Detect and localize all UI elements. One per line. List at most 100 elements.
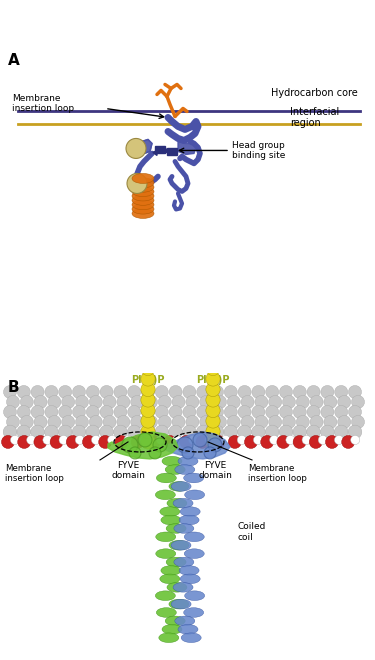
- Circle shape: [144, 395, 158, 409]
- Polygon shape: [138, 139, 152, 153]
- Circle shape: [20, 395, 33, 409]
- Circle shape: [279, 385, 292, 399]
- Circle shape: [59, 385, 72, 399]
- Ellipse shape: [132, 209, 154, 218]
- Polygon shape: [167, 148, 177, 156]
- Circle shape: [20, 415, 33, 428]
- Circle shape: [34, 415, 47, 428]
- Circle shape: [3, 425, 17, 439]
- Circle shape: [169, 405, 182, 418]
- Circle shape: [31, 405, 44, 418]
- Ellipse shape: [184, 608, 204, 617]
- Circle shape: [155, 385, 168, 399]
- Ellipse shape: [156, 549, 176, 558]
- Circle shape: [140, 436, 149, 444]
- Circle shape: [172, 436, 182, 444]
- Circle shape: [31, 385, 44, 399]
- Circle shape: [224, 405, 237, 418]
- Circle shape: [293, 436, 306, 448]
- Circle shape: [117, 395, 130, 409]
- Ellipse shape: [169, 599, 189, 609]
- Circle shape: [351, 395, 364, 409]
- Ellipse shape: [184, 473, 204, 483]
- Circle shape: [138, 433, 152, 447]
- Circle shape: [31, 425, 44, 439]
- Circle shape: [58, 425, 72, 439]
- Circle shape: [141, 385, 154, 399]
- Circle shape: [89, 395, 102, 409]
- Ellipse shape: [184, 549, 204, 558]
- Circle shape: [155, 405, 168, 418]
- Circle shape: [224, 425, 238, 439]
- Circle shape: [252, 425, 265, 439]
- Circle shape: [172, 415, 185, 428]
- Circle shape: [75, 415, 88, 428]
- Circle shape: [227, 415, 240, 428]
- Circle shape: [210, 425, 224, 439]
- Circle shape: [348, 405, 361, 418]
- Circle shape: [205, 436, 214, 444]
- Circle shape: [117, 415, 130, 428]
- Ellipse shape: [184, 490, 205, 500]
- Ellipse shape: [162, 624, 182, 634]
- Circle shape: [45, 385, 58, 399]
- Circle shape: [321, 385, 334, 399]
- Ellipse shape: [180, 507, 200, 516]
- Circle shape: [141, 393, 155, 407]
- Ellipse shape: [132, 178, 154, 188]
- Circle shape: [122, 437, 138, 453]
- Circle shape: [158, 415, 171, 428]
- Circle shape: [34, 436, 47, 448]
- Circle shape: [334, 425, 348, 439]
- Circle shape: [75, 436, 84, 444]
- Circle shape: [153, 438, 167, 452]
- Circle shape: [321, 405, 334, 418]
- Circle shape: [62, 415, 75, 428]
- Circle shape: [296, 415, 309, 428]
- Circle shape: [100, 405, 113, 418]
- Circle shape: [307, 405, 320, 418]
- Circle shape: [48, 415, 61, 428]
- Ellipse shape: [174, 523, 194, 533]
- Circle shape: [155, 425, 169, 439]
- Circle shape: [141, 424, 155, 439]
- Circle shape: [321, 425, 334, 439]
- Circle shape: [227, 395, 240, 409]
- Polygon shape: [178, 141, 196, 154]
- Ellipse shape: [179, 515, 199, 525]
- Circle shape: [279, 405, 292, 418]
- Circle shape: [310, 415, 323, 428]
- Circle shape: [164, 436, 177, 448]
- Circle shape: [221, 436, 230, 444]
- Text: Hydrocarbon core: Hydrocarbon core: [271, 88, 358, 98]
- Circle shape: [348, 385, 361, 399]
- Circle shape: [266, 385, 279, 399]
- Ellipse shape: [165, 465, 185, 475]
- Circle shape: [158, 395, 171, 409]
- Circle shape: [282, 415, 296, 428]
- Circle shape: [17, 425, 31, 439]
- Circle shape: [255, 395, 268, 409]
- Ellipse shape: [173, 583, 193, 592]
- Circle shape: [270, 436, 279, 444]
- Circle shape: [45, 425, 58, 439]
- Circle shape: [141, 361, 155, 376]
- Circle shape: [334, 436, 344, 444]
- Polygon shape: [155, 147, 165, 153]
- Circle shape: [128, 425, 141, 439]
- Ellipse shape: [169, 541, 189, 550]
- Circle shape: [213, 415, 226, 428]
- Circle shape: [342, 436, 355, 448]
- Ellipse shape: [181, 633, 201, 643]
- Text: PI(3)P: PI(3)P: [131, 375, 165, 385]
- Ellipse shape: [167, 498, 187, 508]
- Circle shape: [100, 385, 113, 399]
- Circle shape: [326, 436, 339, 448]
- Ellipse shape: [184, 532, 204, 542]
- Circle shape: [193, 433, 207, 447]
- Circle shape: [114, 425, 127, 439]
- Circle shape: [6, 395, 20, 409]
- Circle shape: [197, 385, 210, 399]
- Ellipse shape: [132, 204, 154, 214]
- Circle shape: [206, 361, 220, 376]
